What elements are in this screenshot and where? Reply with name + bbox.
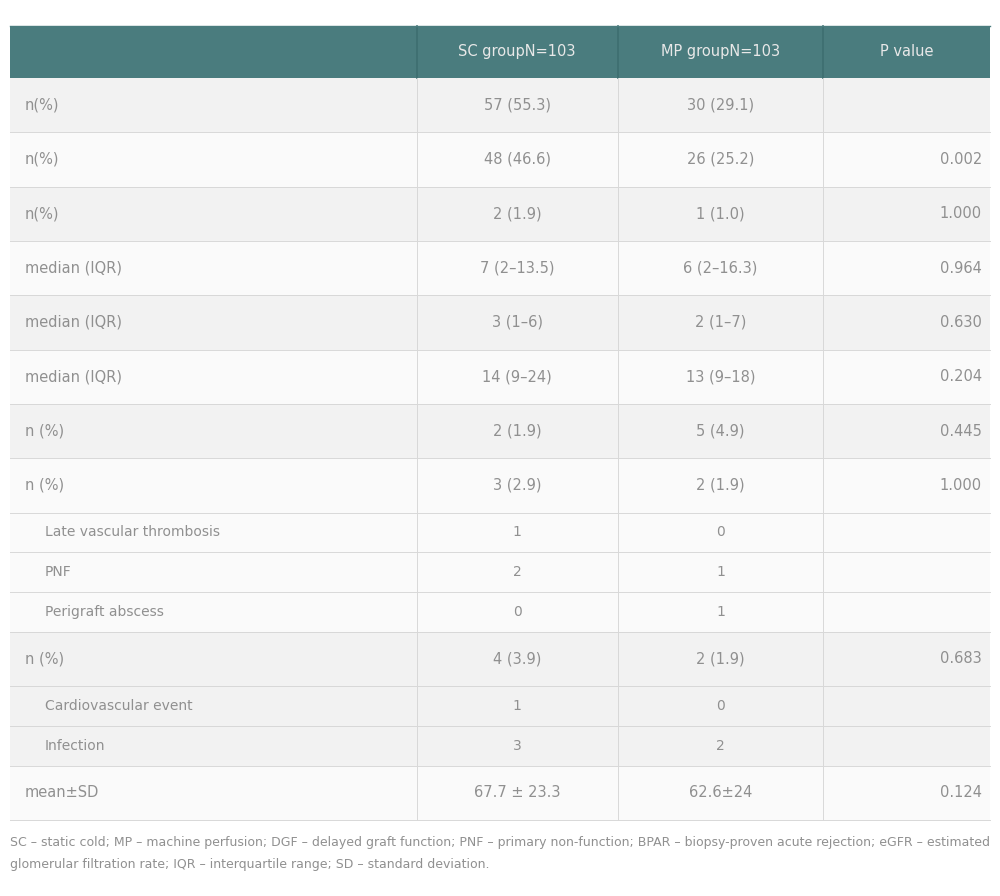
Text: 4 (3.9): 4 (3.9) xyxy=(493,651,541,667)
Text: 0.964: 0.964 xyxy=(940,261,982,276)
Bar xyxy=(10,349,990,404)
Bar xyxy=(10,404,990,458)
Text: median (IQR): median (IQR) xyxy=(25,315,122,330)
Text: P value: P value xyxy=(880,45,933,59)
Text: 2: 2 xyxy=(513,565,522,579)
Bar xyxy=(10,186,990,241)
Text: 1: 1 xyxy=(513,699,522,713)
Bar xyxy=(10,296,990,349)
Text: 3: 3 xyxy=(513,738,522,753)
Text: 0.002: 0.002 xyxy=(940,152,982,167)
Bar xyxy=(10,241,990,296)
Bar xyxy=(10,458,990,513)
Text: n(%): n(%) xyxy=(25,206,60,221)
Text: 3 (1–6): 3 (1–6) xyxy=(492,315,543,330)
Text: 3 (2.9): 3 (2.9) xyxy=(493,478,541,493)
Text: 67.7 ± 23.3: 67.7 ± 23.3 xyxy=(474,785,560,800)
Text: glomerular filtration rate; IQR – interquartile range; SD – standard deviation.: glomerular filtration rate; IQR – interq… xyxy=(10,858,490,872)
Text: 30 (29.1): 30 (29.1) xyxy=(687,98,754,113)
Text: 2 (1.9): 2 (1.9) xyxy=(696,478,745,493)
Text: 62.6±24: 62.6±24 xyxy=(689,785,752,800)
Text: 1 (1.0): 1 (1.0) xyxy=(696,206,745,221)
Bar xyxy=(10,686,990,726)
Text: 2 (1.9): 2 (1.9) xyxy=(493,206,541,221)
Text: SC – static cold; MP – machine perfusion; DGF – delayed graft function; PNF – pr: SC – static cold; MP – machine perfusion… xyxy=(10,836,990,849)
Text: Cardiovascular event: Cardiovascular event xyxy=(45,699,193,713)
Text: 57 (55.3): 57 (55.3) xyxy=(484,98,551,113)
Text: 2 (1.9): 2 (1.9) xyxy=(696,651,745,667)
Text: 1: 1 xyxy=(716,565,725,579)
Bar xyxy=(10,513,990,552)
Text: 5 (4.9): 5 (4.9) xyxy=(696,424,745,439)
Text: 26 (25.2): 26 (25.2) xyxy=(687,152,754,167)
Text: 0.630: 0.630 xyxy=(940,315,982,330)
Text: Infection: Infection xyxy=(45,738,106,753)
Text: 14 (9–24): 14 (9–24) xyxy=(482,369,552,384)
Text: mean±SD: mean±SD xyxy=(25,785,99,800)
Text: 2 (1–7): 2 (1–7) xyxy=(695,315,746,330)
Text: 6 (2–16.3): 6 (2–16.3) xyxy=(683,261,758,276)
Text: 48 (46.6): 48 (46.6) xyxy=(484,152,551,167)
Bar xyxy=(10,632,990,686)
Bar xyxy=(10,765,990,820)
Text: n (%): n (%) xyxy=(25,478,64,493)
Bar xyxy=(10,133,990,186)
Text: Perigraft abscess: Perigraft abscess xyxy=(45,605,164,619)
Bar xyxy=(10,78,990,133)
Text: n(%): n(%) xyxy=(25,98,60,113)
Text: 0.204: 0.204 xyxy=(940,369,982,384)
Text: 2: 2 xyxy=(716,738,725,753)
Text: Late vascular thrombosis: Late vascular thrombosis xyxy=(45,525,220,539)
Text: SC groupN=103: SC groupN=103 xyxy=(458,45,576,59)
Text: 1: 1 xyxy=(716,605,725,619)
Text: 0.683: 0.683 xyxy=(940,651,982,667)
Text: PNF: PNF xyxy=(45,565,72,579)
Text: 0.124: 0.124 xyxy=(940,785,982,800)
Text: 0: 0 xyxy=(716,699,725,713)
Text: 1.000: 1.000 xyxy=(940,206,982,221)
Bar xyxy=(10,726,990,765)
Bar xyxy=(10,26,990,78)
Text: 0.445: 0.445 xyxy=(940,424,982,439)
Bar xyxy=(10,552,990,592)
Text: 7 (2–13.5): 7 (2–13.5) xyxy=(480,261,554,276)
Text: n(%): n(%) xyxy=(25,152,60,167)
Text: 1: 1 xyxy=(513,525,522,539)
Text: 2 (1.9): 2 (1.9) xyxy=(493,424,541,439)
Text: median (IQR): median (IQR) xyxy=(25,261,122,276)
Text: 0: 0 xyxy=(716,525,725,539)
Text: 0: 0 xyxy=(513,605,522,619)
Text: 1.000: 1.000 xyxy=(940,478,982,493)
Text: 13 (9–18): 13 (9–18) xyxy=(686,369,755,384)
Text: median (IQR): median (IQR) xyxy=(25,369,122,384)
Text: MP groupN=103: MP groupN=103 xyxy=(661,45,780,59)
Text: n (%): n (%) xyxy=(25,424,64,439)
Bar xyxy=(10,592,990,632)
Text: n (%): n (%) xyxy=(25,651,64,667)
